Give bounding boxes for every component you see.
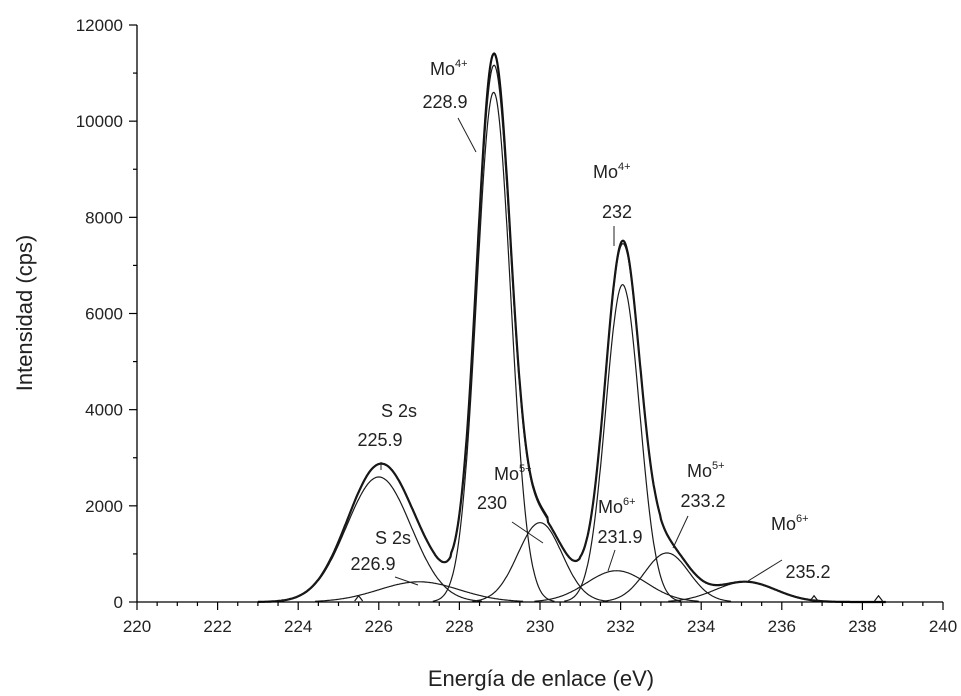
- y-tick-label: 2000: [85, 497, 123, 516]
- y-tick-label: 10000: [76, 112, 123, 131]
- noise-spike: [354, 594, 364, 602]
- component-label-6: Mo4+: [593, 161, 631, 182]
- annotation-leader-line: [511, 521, 544, 544]
- noise-spike: [809, 594, 819, 602]
- y-tick-label: 12000: [76, 16, 123, 35]
- x-tick-label: 220: [123, 617, 151, 636]
- peak-annotations: S 2s 225.9 S 2s 226.9 Mo4+ 228.9 Mo5+ 230 Mo6+ 23…: [350, 58, 831, 586]
- component-label-2: S 2s: [375, 528, 411, 548]
- component-position-label-2: 226.9: [350, 554, 395, 574]
- component-curve-5: [534, 570, 699, 602]
- x-tick-label: 226: [365, 617, 393, 636]
- x-tick-label: 222: [203, 617, 231, 636]
- annotation-leader-line: [672, 515, 689, 549]
- component-position-label-4: 230: [477, 493, 507, 513]
- noise-spike: [874, 594, 883, 602]
- component-curve-3: [432, 91, 555, 602]
- x-tick-label: 236: [768, 617, 796, 636]
- component-position-label-3: 228.9: [422, 92, 467, 112]
- y-axis-title: Intensidad (cps): [12, 235, 37, 392]
- x-axis-title: Energía de enlace (eV): [428, 666, 654, 691]
- x-tick-label: 224: [284, 617, 312, 636]
- component-curve-6: [564, 284, 682, 602]
- component-curve-4: [472, 522, 608, 602]
- oxidation-state-superscript: 5+: [712, 460, 725, 472]
- oxidation-state-superscript: 6+: [796, 513, 809, 525]
- oxidation-state-superscript: 4+: [618, 161, 631, 173]
- curve-layer: [257, 52, 886, 604]
- component-position-label-8: 235.2: [785, 562, 830, 582]
- component-label-1: S 2s: [381, 401, 417, 421]
- x-tick-label: 232: [606, 617, 634, 636]
- x-tick-label: 240: [929, 617, 957, 636]
- annotation-leader-line: [457, 117, 477, 153]
- y-tick-label: 4000: [85, 401, 123, 420]
- y-tick-label: 0: [114, 593, 123, 612]
- axes: 220 222 224 226 228 230 232 234 236 238 240 0 2000 40…: [76, 16, 957, 636]
- component-label-3: Mo4+: [430, 58, 468, 79]
- y-tick-label: 6000: [85, 305, 123, 324]
- x-tick-label: 238: [848, 617, 876, 636]
- oxidation-state-superscript: 5+: [519, 463, 532, 475]
- component-position-label-1: 225.9: [357, 430, 402, 450]
- component-position-label-5: 231.9: [597, 527, 642, 547]
- component-curve-2: [315, 581, 524, 602]
- y-tick-label: 8000: [85, 208, 123, 227]
- component-position-label-6: 232: [602, 202, 632, 222]
- x-tick-label: 230: [526, 617, 554, 636]
- x-tick-label: 234: [687, 617, 715, 636]
- component-position-label-7: 233.2: [680, 491, 725, 511]
- fitted-envelope-line: [257, 64, 886, 603]
- component-label-8: Mo6+: [771, 513, 809, 534]
- component-label-5: Mo6+: [598, 496, 636, 517]
- oxidation-state-superscript: 4+: [455, 58, 468, 70]
- annotation-leader-line: [607, 549, 616, 572]
- component-label-4: Mo5+: [494, 463, 532, 484]
- oxidation-state-superscript: 6+: [623, 496, 636, 508]
- component-label-7: Mo5+: [687, 460, 725, 481]
- x-tick-label: 228: [445, 617, 473, 636]
- annotation-leader-line: [747, 559, 783, 582]
- annotation-leader-line: [394, 576, 419, 586]
- component-curve-7: [602, 552, 731, 602]
